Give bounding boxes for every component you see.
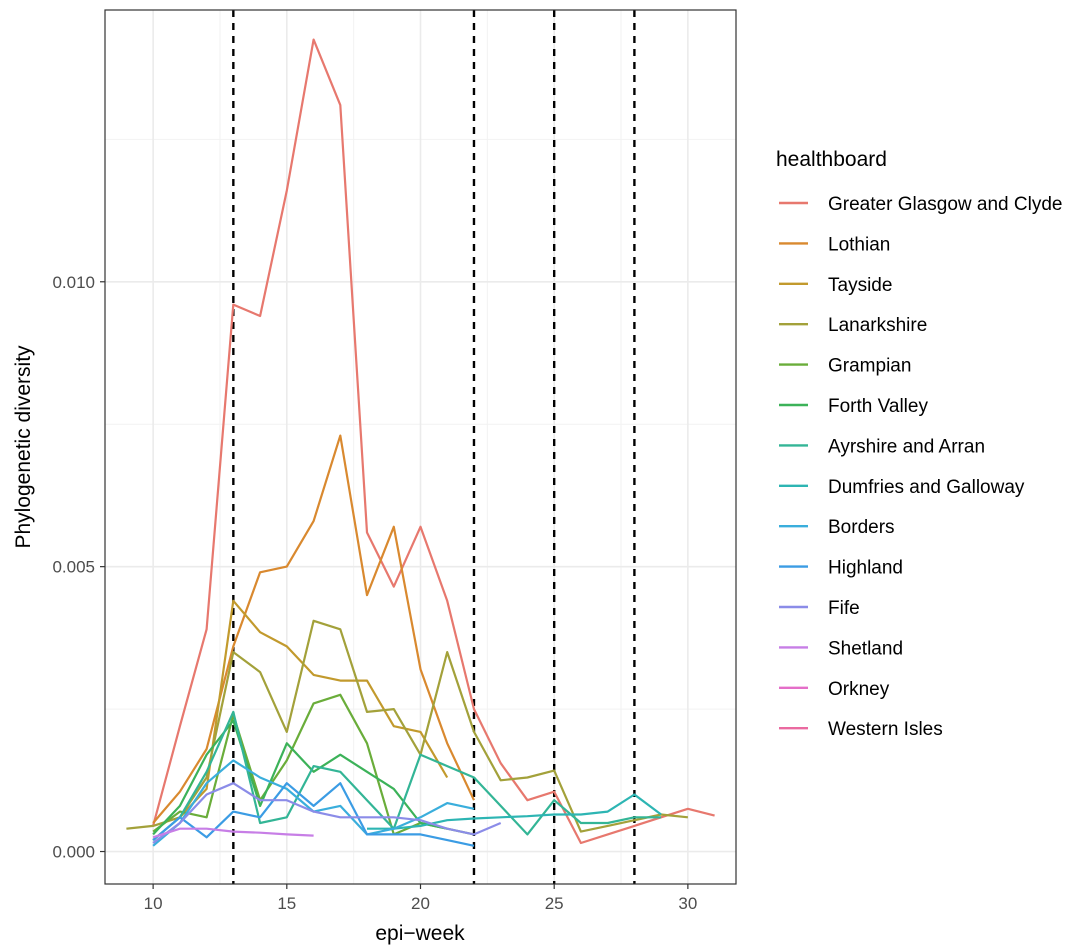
series-line xyxy=(152,719,448,836)
series-line xyxy=(152,782,475,847)
legend-label: Western Isles xyxy=(828,719,943,740)
x-tick-label: 10 xyxy=(144,894,163,913)
legend-label: Orkney xyxy=(828,679,890,700)
legend: healthboard Greater Glasgow and Clyde Lot… xyxy=(776,148,1062,740)
y-axis-title: Phylogenetic diversity xyxy=(12,345,35,549)
legend-label: Lanarkshire xyxy=(828,315,927,336)
series-lines xyxy=(126,38,715,847)
x-axis-title: epi−week xyxy=(375,922,465,945)
legend-label: Tayside xyxy=(828,275,892,296)
legend-label: Dumfries and Galloway xyxy=(828,477,1025,498)
legend-label: Borders xyxy=(828,517,895,538)
series-line xyxy=(152,782,502,844)
series-line xyxy=(126,619,689,833)
series-line xyxy=(179,599,449,819)
series-line xyxy=(152,434,475,824)
legend-label: Shetland xyxy=(828,638,903,659)
legend-label: Lothian xyxy=(828,234,890,255)
series-line xyxy=(152,38,715,845)
legend-label: Highland xyxy=(828,558,903,579)
x-tick-label: 15 xyxy=(277,894,296,913)
legend-label: Ayrshire and Arran xyxy=(828,436,985,457)
series-line xyxy=(152,827,314,839)
y-tick-label: 0.010 xyxy=(52,273,95,292)
series-line xyxy=(367,793,662,830)
legend-title: healthboard xyxy=(776,148,887,171)
legend-label: Forth Valley xyxy=(828,396,928,417)
series-line xyxy=(152,710,662,841)
x-tick-label: 30 xyxy=(678,894,697,913)
x-tick-label: 25 xyxy=(545,894,564,913)
legend-label: Fife xyxy=(828,598,860,619)
legend-label: Grampian xyxy=(828,356,911,377)
y-tick-label: 0.005 xyxy=(52,558,95,577)
reference-lines xyxy=(232,10,636,884)
axis-ticks: 10 15 20 25 30 0.000 0.005 0.010 xyxy=(52,273,697,913)
x-tick-label: 20 xyxy=(411,894,430,913)
y-tick-label: 0.000 xyxy=(52,843,95,862)
legend-label: Greater Glasgow and Clyde xyxy=(828,194,1062,215)
